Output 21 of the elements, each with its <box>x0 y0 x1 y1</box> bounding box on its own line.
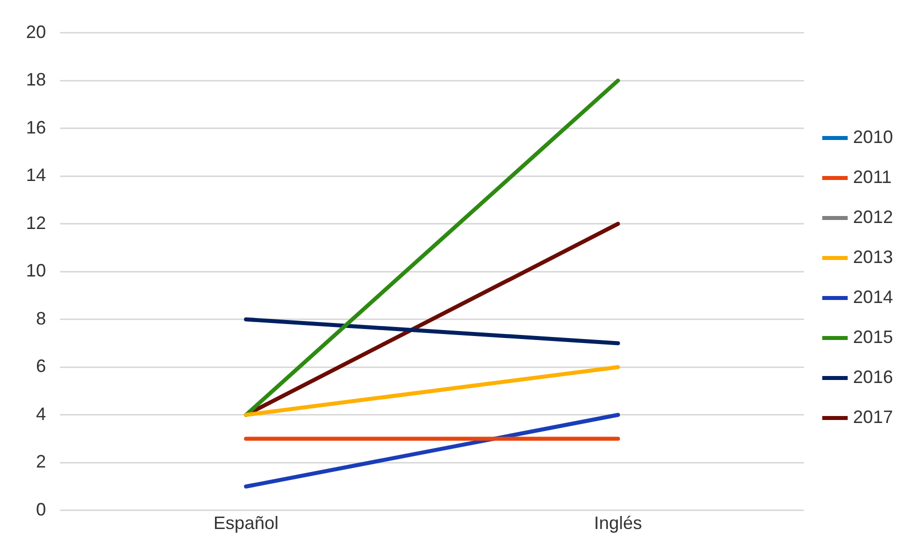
legend-label: 2012 <box>852 206 894 227</box>
y-tick-label: 8 <box>36 308 46 328</box>
x-tick-label: Español <box>213 513 279 534</box>
x-tick-label: Inglés <box>594 513 642 534</box>
y-tick-label: 18 <box>26 70 46 90</box>
legend-label: 2010 <box>852 126 894 147</box>
y-tick-label: 2 <box>36 452 46 472</box>
legend-label: 2016 <box>852 366 894 387</box>
y-tick-label: 0 <box>36 499 46 520</box>
legend-label: 2013 <box>852 246 894 267</box>
y-tick-label: 4 <box>36 404 46 424</box>
y-tick-label: 14 <box>26 165 46 186</box>
y-tick-label: 16 <box>26 117 46 138</box>
y-tick-label: 10 <box>26 260 46 281</box>
legend-label: 2014 <box>852 286 894 307</box>
legend-label: 2015 <box>852 326 894 347</box>
y-tick-label: 20 <box>26 22 46 42</box>
legend-label: 2017 <box>852 406 894 427</box>
y-tick-label: 6 <box>36 356 46 376</box>
legend-label: 2011 <box>852 166 892 187</box>
y-tick-label: 12 <box>26 212 46 233</box>
